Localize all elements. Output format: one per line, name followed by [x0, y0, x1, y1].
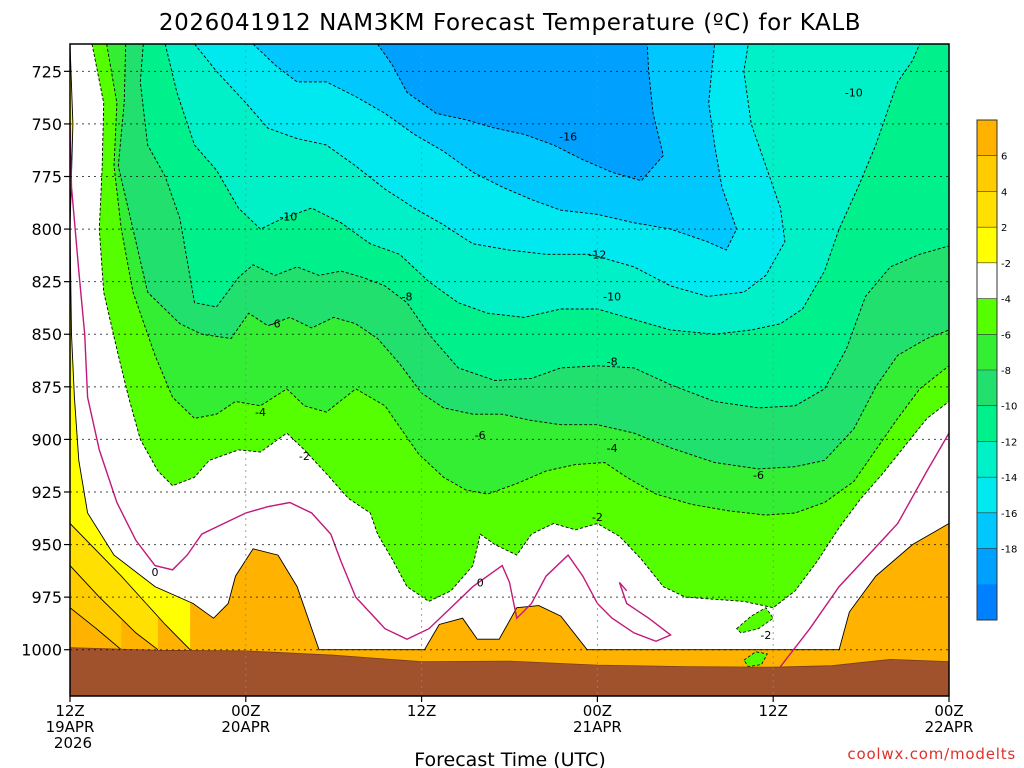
grid-lines: [70, 44, 949, 696]
contour-labels: -16 -10 -10 -12 -8 -10 -6 -8 -4 -6 -2 -4 -6 -2 0 0 -2: [152, 86, 863, 642]
contour-label: -2: [760, 629, 771, 642]
contour-label: -6: [753, 469, 764, 482]
x-tick-label: 22APR: [925, 718, 974, 736]
colorbar-label: -16: [1001, 509, 1017, 520]
y-tick-label: 825: [31, 273, 62, 292]
y-tick-label: 925: [31, 483, 62, 502]
fill-patch: [743, 651, 768, 668]
colorbar-swatch: [977, 298, 997, 335]
contour-label: 0: [477, 576, 484, 589]
x-tick-label: 19APR: [46, 718, 95, 736]
y-axis: 725 750 775 800 825 850 875 900 925 950 975 1000: [21, 62, 70, 660]
contour-line--2: [91, 44, 949, 609]
colorbar-swatch: [977, 584, 997, 621]
x-tick-label: 00Z: [934, 702, 963, 720]
colorbar-swatch: [977, 155, 997, 192]
zero-isotherm-line: [70, 123, 672, 643]
colorbar-swatch: [977, 477, 997, 514]
contour-line--16: [377, 44, 664, 182]
y-tick-label: 750: [31, 115, 62, 134]
contour-line--14: [252, 44, 738, 251]
y-tick-label: 975: [31, 588, 62, 607]
colorbar-label: -4: [1001, 295, 1011, 306]
colorbar-swatch: [977, 120, 997, 157]
colorbar-swatch: [977, 512, 997, 550]
contour-label: -6: [475, 429, 486, 442]
y-tick-label: 800: [31, 220, 62, 239]
colorbar-label: -6: [1001, 330, 1011, 341]
zero-isotherm-line: [779, 432, 949, 668]
contour-label: -10: [279, 211, 297, 224]
y-tick-label: 900: [31, 430, 62, 449]
colorbar-label: -12: [1001, 437, 1017, 448]
contour-label: 0: [152, 566, 159, 579]
contour-label: -2: [592, 511, 603, 524]
fill-band--18: [377, 44, 664, 181]
colorbar-label: 6: [1001, 152, 1007, 163]
x-tick-label: 2026: [54, 734, 92, 752]
contour-line-4: [70, 523, 191, 651]
x-tick-label: 12Z: [759, 702, 788, 720]
colorbar-label: -2: [1001, 259, 1011, 270]
contour-line-8: [70, 607, 122, 651]
x-tick-label: 20APR: [221, 718, 270, 736]
colorbar-swatch: [977, 334, 997, 371]
contour-label: -8: [402, 290, 413, 303]
colorbar-label: -14: [1001, 473, 1017, 484]
colorbar-label: 4: [1001, 187, 1007, 198]
y-tick-label: 775: [31, 168, 62, 187]
colorbar-swatch: [977, 548, 997, 585]
contour-line--10: [164, 44, 921, 335]
x-tick-label: 21APR: [573, 718, 622, 736]
colorbar-label: -10: [1001, 402, 1017, 413]
contour-line-6: [70, 565, 159, 651]
contour-label: -6: [270, 318, 281, 331]
ground-fill: [70, 647, 949, 696]
contour-line--4: [106, 44, 949, 516]
zero-degree-isotherm: [70, 123, 949, 668]
ground-surface: [70, 647, 949, 696]
x-tick-label: 00Z: [231, 702, 260, 720]
plot-area: [70, 44, 949, 696]
colorbar-swatch: [977, 191, 997, 228]
colorbar-label: 2: [1001, 223, 1007, 234]
fill-patch: [736, 607, 774, 634]
x-axis-label: Forecast Time (UTC): [414, 749, 605, 768]
chart-title: 2026041912 NAM3KM Forecast Temperature (…: [159, 10, 861, 36]
x-tick-label: 00Z: [583, 702, 612, 720]
y-tick-label: 850: [31, 325, 62, 344]
contour-label: -8: [607, 356, 618, 369]
colorbar-swatch: [977, 405, 997, 442]
contour-label: -4: [607, 442, 618, 455]
colorbar: 6 4 2 -2 -4 -6 -8 -10 -12 -14 -16 -18: [976, 119, 1017, 621]
colorbar-label: -18: [1001, 545, 1017, 556]
x-tick-label: 12Z: [407, 702, 436, 720]
colorbar-swatch: [977, 262, 997, 300]
credit-text: coolwx.com/modelts: [847, 745, 1016, 763]
contour-label: -10: [845, 86, 863, 99]
colorbar-swatch: [977, 227, 997, 264]
y-tick-label: 725: [31, 62, 62, 81]
contour-label: -12: [588, 248, 606, 261]
plot-frame: [69, 43, 950, 697]
contour-line--6: [117, 44, 949, 470]
temperature-fill-layers: [70, 44, 949, 696]
colorbar-swatch: [977, 370, 997, 407]
contour-label: -16: [559, 131, 577, 144]
colorbar-label: -8: [1001, 366, 1011, 377]
contour-label: -2: [299, 450, 310, 463]
contour-label: -10: [603, 290, 621, 303]
colorbar-swatch: [977, 441, 997, 478]
y-tick-label: 875: [31, 378, 62, 397]
x-tick-label: 12Z: [55, 702, 84, 720]
contour-line--12: [194, 44, 786, 297]
y-tick-label: 950: [31, 536, 62, 555]
contour-label: -4: [255, 406, 266, 419]
y-tick-label: 1000: [21, 641, 62, 660]
